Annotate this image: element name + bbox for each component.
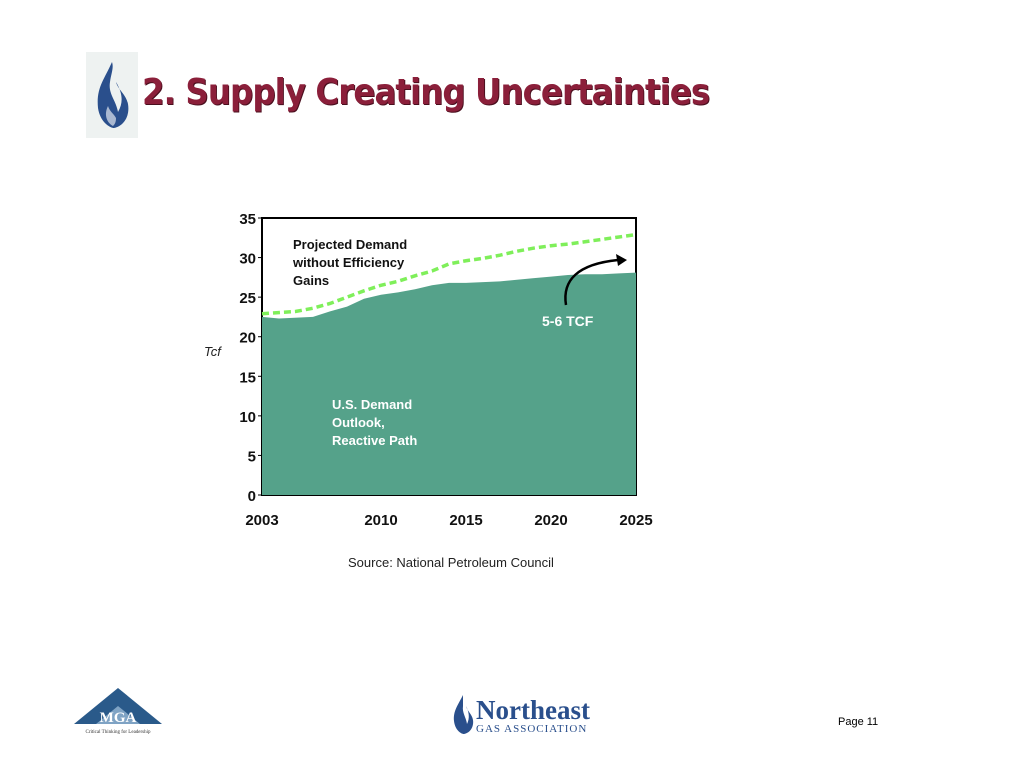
y-tick-label: 30: [239, 251, 256, 268]
y-tick-label: 0: [248, 488, 256, 505]
x-tick-label: 2020: [534, 512, 567, 529]
gap-annotation: 5-6 TCF: [542, 313, 594, 329]
gap-arrow-head: [616, 254, 627, 266]
y-tick-label: 5: [248, 448, 256, 465]
title-flame-logo: [86, 52, 138, 138]
series-label-reactive: U.S. Demand Outlook, Reactive Path: [332, 397, 417, 448]
source-note: Source: National Petroleum Council: [348, 555, 554, 570]
nga-logo: Northeast GAS ASSOCIATION: [452, 693, 622, 742]
x-tick-label: 2010: [364, 512, 397, 529]
series-line-projected: [261, 232, 637, 316]
svg-text:MGA: MGA: [100, 710, 137, 726]
x-tick-label: 2003: [245, 512, 278, 529]
y-tick-label: 10: [239, 409, 256, 426]
slide-title: 2. Supply Creating Uncertainties: [142, 72, 710, 113]
x-tick-label: 2025: [619, 512, 652, 529]
x-tick-label: 2015: [449, 512, 482, 529]
y-tick-label: 35: [239, 211, 256, 228]
y-tick-label: 25: [239, 290, 256, 307]
mga-logo: MGA Critical Thinking for Leadership: [66, 686, 176, 743]
series-label-projected: Projected Demand without Efficiency Gain…: [292, 237, 411, 288]
page-number: Page 11: [838, 716, 879, 728]
series-area-reactive: [262, 272, 636, 495]
svg-text:Critical Thinking for Leadersh: Critical Thinking for Leadership: [85, 730, 151, 735]
gap-arrow: [564, 258, 619, 306]
svg-text:Northeast: Northeast: [476, 695, 590, 725]
svg-text:GAS ASSOCIATION: GAS ASSOCIATION: [476, 723, 587, 735]
y-axis-label: Tcf: [204, 344, 222, 359]
y-tick-label: 20: [239, 330, 256, 347]
y-tick-label: 15: [239, 369, 256, 386]
